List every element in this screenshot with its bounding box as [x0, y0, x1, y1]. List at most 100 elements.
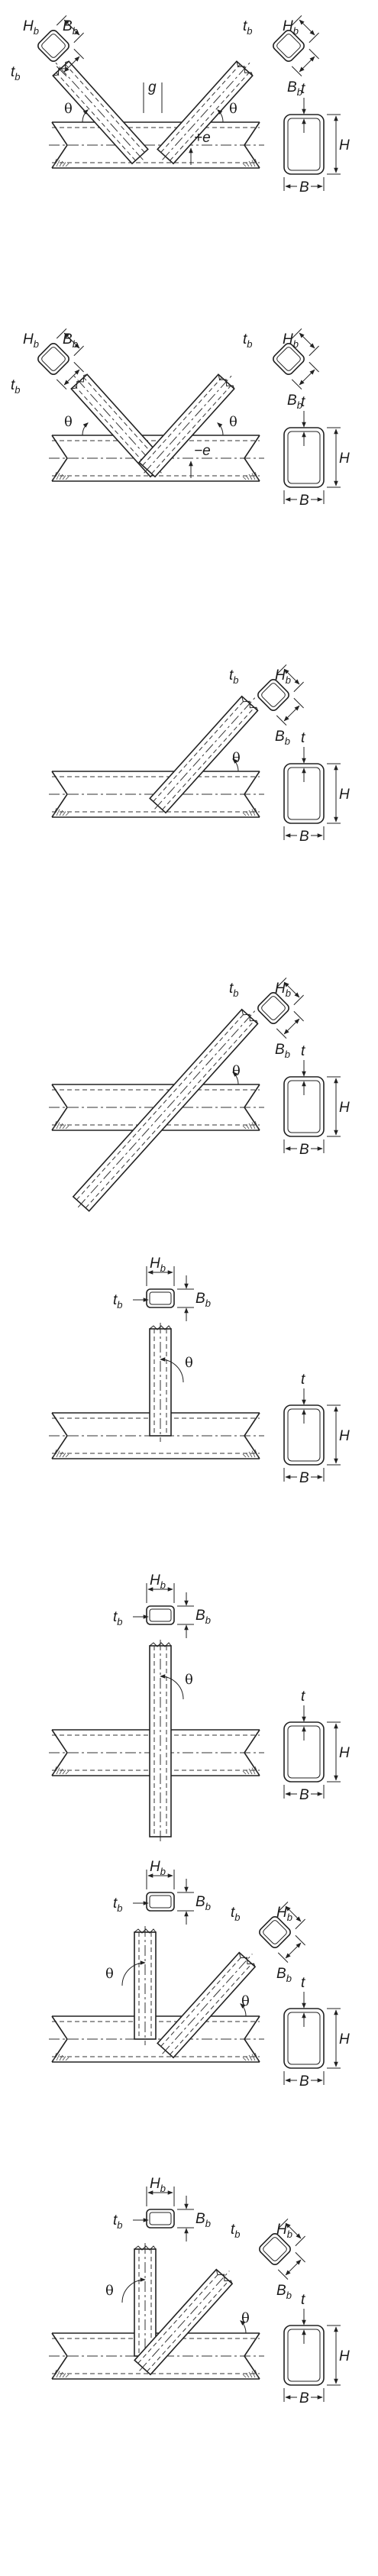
chord-break-right	[244, 1412, 260, 1459]
chord-section-outer	[283, 1404, 325, 1466]
chord-break-left	[51, 771, 68, 818]
chord-cut-hatch-left	[53, 807, 69, 816]
brace-inclined-inner-wall-b	[85, 1020, 255, 1209]
brace-section-vertical: Hb Bb tb	[113, 1256, 211, 1321]
brace-section-left: Hb Bb tb	[11, 328, 84, 396]
brace-section-tb-label: tb	[229, 981, 239, 999]
brace-section-vertical-bb-label: Bb	[195, 2211, 211, 2229]
brace-section-left-bb-label: Bb	[63, 18, 78, 37]
brace-section-bb-label: Bb	[275, 1042, 290, 1060]
brace-section-left-width-dim	[63, 332, 80, 349]
chord-break-left	[51, 2015, 68, 2063]
chord-height-label: H	[339, 451, 350, 467]
chord-width-label: B	[299, 2073, 309, 2090]
brace-inclined	[134, 2268, 234, 2376]
brace-left-centerline	[55, 62, 144, 160]
chord-cut-hatch-right	[242, 1766, 259, 1775]
theta-label: θ	[232, 1063, 241, 1079]
chord-width-label: B	[299, 829, 309, 845]
brace-right-centerline	[162, 62, 250, 160]
brace-section-inclined-bb-label: Bb	[276, 1966, 292, 1984]
chord-cross-section: t H B	[283, 1043, 350, 1158]
brace-section-inclined-inner	[263, 1920, 287, 1944]
brace-right-inner-wall-a	[160, 63, 241, 153]
brace-right	[157, 60, 254, 165]
theta-right-arc	[217, 109, 224, 123]
chord-section-outer	[283, 114, 325, 175]
brace-section-left-width-dim	[63, 19, 80, 36]
brace-section-vertical-tb-label: tb	[113, 2212, 123, 2231]
chord-break-left	[51, 1084, 68, 1131]
chord-break-left	[51, 2332, 68, 2380]
brace-section-hb-label: Hb	[275, 981, 291, 999]
brace-section: Hb Bb tb	[229, 978, 304, 1060]
brace-vertical	[149, 1640, 172, 1843]
brace-section-left-tb-label: tb	[11, 377, 21, 396]
brace-vertical-break	[149, 1642, 172, 1647]
brace-inclined-centerline	[154, 697, 256, 810]
brace-section-right-inner	[276, 34, 301, 58]
brace-section-right-width-dim	[299, 332, 315, 349]
brace-section-right-hb-label: Hb	[283, 331, 299, 350]
brace-section-vertical-inner	[149, 2212, 172, 2225]
chord-cut-hatch-left	[53, 158, 69, 167]
brace-section-inclined-tb-label: tb	[231, 2222, 241, 2240]
chord-section-inner	[287, 1080, 321, 1133]
chord-height-label: H	[339, 2348, 350, 2364]
brace-section-inclined-tb-label: tb	[231, 1905, 241, 1923]
brace-section-left-bb-label: Bb	[63, 331, 78, 350]
chord-width-label: B	[299, 1787, 309, 1803]
chord-section-inner	[287, 767, 321, 820]
brace-right-break	[218, 374, 235, 389]
brace-section-right-inner	[276, 347, 301, 371]
chord-cut-hatch-left	[53, 471, 69, 480]
brace-section-width-dim	[283, 981, 300, 998]
panel-n-overlap: t H Bθ θ Hb Bb tb Hb Bb tb	[49, 2176, 350, 2406]
brace-section-right: Hb Bb tb	[243, 15, 319, 98]
theta-inclined-arc	[240, 2003, 247, 2017]
brace-section-inclined-bb-label: Bb	[276, 2283, 292, 2301]
brace-section-right-height-dim	[299, 56, 315, 73]
chord-cut-hatch-right	[242, 1449, 259, 1458]
brace-right	[138, 373, 235, 478]
brace-section-inclined-inner	[263, 2237, 287, 2261]
brace-section-left-inner	[41, 34, 66, 58]
brace-right-inner-wall-b	[151, 385, 231, 474]
chord-section-inner	[287, 2329, 321, 2382]
brace-right-centerline	[144, 375, 232, 474]
brace-section-right-width-dim	[299, 19, 315, 36]
brace-vertical	[134, 2243, 157, 2362]
brace-section-right-outer	[273, 343, 305, 375]
chord-cut-hatch-right	[242, 807, 259, 816]
chord-cross-section: t H B	[283, 2292, 350, 2406]
chord-break-right	[244, 2332, 260, 2380]
brace-section-vertical-hb-label: Hb	[150, 1572, 166, 1591]
brace-inclined-centerline	[162, 1954, 253, 2054]
brace-section-vertical-inner	[149, 1608, 172, 1622]
chord-cut-hatch-left	[53, 1120, 69, 1130]
chord-width-label: B	[299, 1470, 309, 1486]
chord-break-right	[244, 2015, 260, 2063]
brace-right-inner-wall-a	[142, 377, 222, 466]
brace-right-break	[236, 61, 254, 76]
chord-cut-hatch-left	[53, 1766, 69, 1775]
chord-member	[49, 121, 264, 169]
brace-section-vertical: Hb Bb tb	[113, 1572, 211, 1638]
brace-section-left: Hb Bb tb	[11, 15, 84, 82]
brace-section-vertical: Hb Bb tb	[113, 1859, 211, 1925]
chord-cross-section: t H B	[283, 1372, 350, 1486]
brace-inclined-inner-wall-a	[76, 1012, 246, 1201]
brace-section-tb-label: tb	[229, 667, 239, 686]
chord-break-right	[244, 1084, 260, 1131]
brace-section-vertical-bb-label: Bb	[195, 1894, 211, 1912]
chord-section-inner	[287, 2012, 321, 2065]
chord-cut-hatch-right	[242, 158, 259, 167]
brace-section-inclined-outer	[259, 2233, 291, 2265]
theta-vertical-arc	[121, 2277, 146, 2303]
brace-left-inner-wall-b	[65, 63, 145, 153]
chord-cut-hatch-right	[242, 2369, 259, 2378]
brace-inclined-break	[241, 1009, 258, 1024]
chord-section-inner	[287, 118, 321, 171]
brace-section-inclined-width-dim	[285, 2222, 302, 2239]
theta-left-arc	[82, 422, 89, 436]
